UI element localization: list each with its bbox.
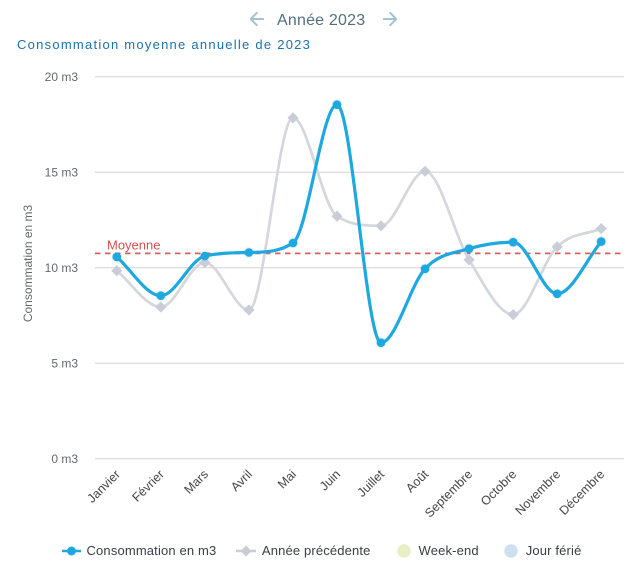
svg-text:Janvier: Janvier <box>85 467 123 505</box>
svg-text:Février: Février <box>130 467 167 504</box>
svg-text:Novembre: Novembre <box>513 467 564 518</box>
svg-text:Mai: Mai <box>275 467 299 491</box>
svg-text:Septembre: Septembre <box>422 467 475 520</box>
svg-text:15 m3: 15 m3 <box>45 166 79 180</box>
svg-text:10 m3: 10 m3 <box>45 261 79 275</box>
svg-text:5 m3: 5 m3 <box>51 357 78 371</box>
svg-text:Juin: Juin <box>317 467 343 493</box>
svg-text:20 m3: 20 m3 <box>45 70 79 84</box>
svg-text:Mars: Mars <box>181 467 211 497</box>
svg-text:Avril: Avril <box>228 467 255 494</box>
svg-text:Juillet: Juillet <box>355 467 388 500</box>
svg-text:Décembre: Décembre <box>557 467 608 518</box>
svg-text:Moyenne: Moyenne <box>107 238 160 253</box>
svg-text:Octobre: Octobre <box>478 467 519 508</box>
svg-text:0 m3: 0 m3 <box>51 452 78 466</box>
svg-text:Consommation en m3: Consommation en m3 <box>21 204 35 322</box>
svg-text:Août: Août <box>403 467 431 495</box>
